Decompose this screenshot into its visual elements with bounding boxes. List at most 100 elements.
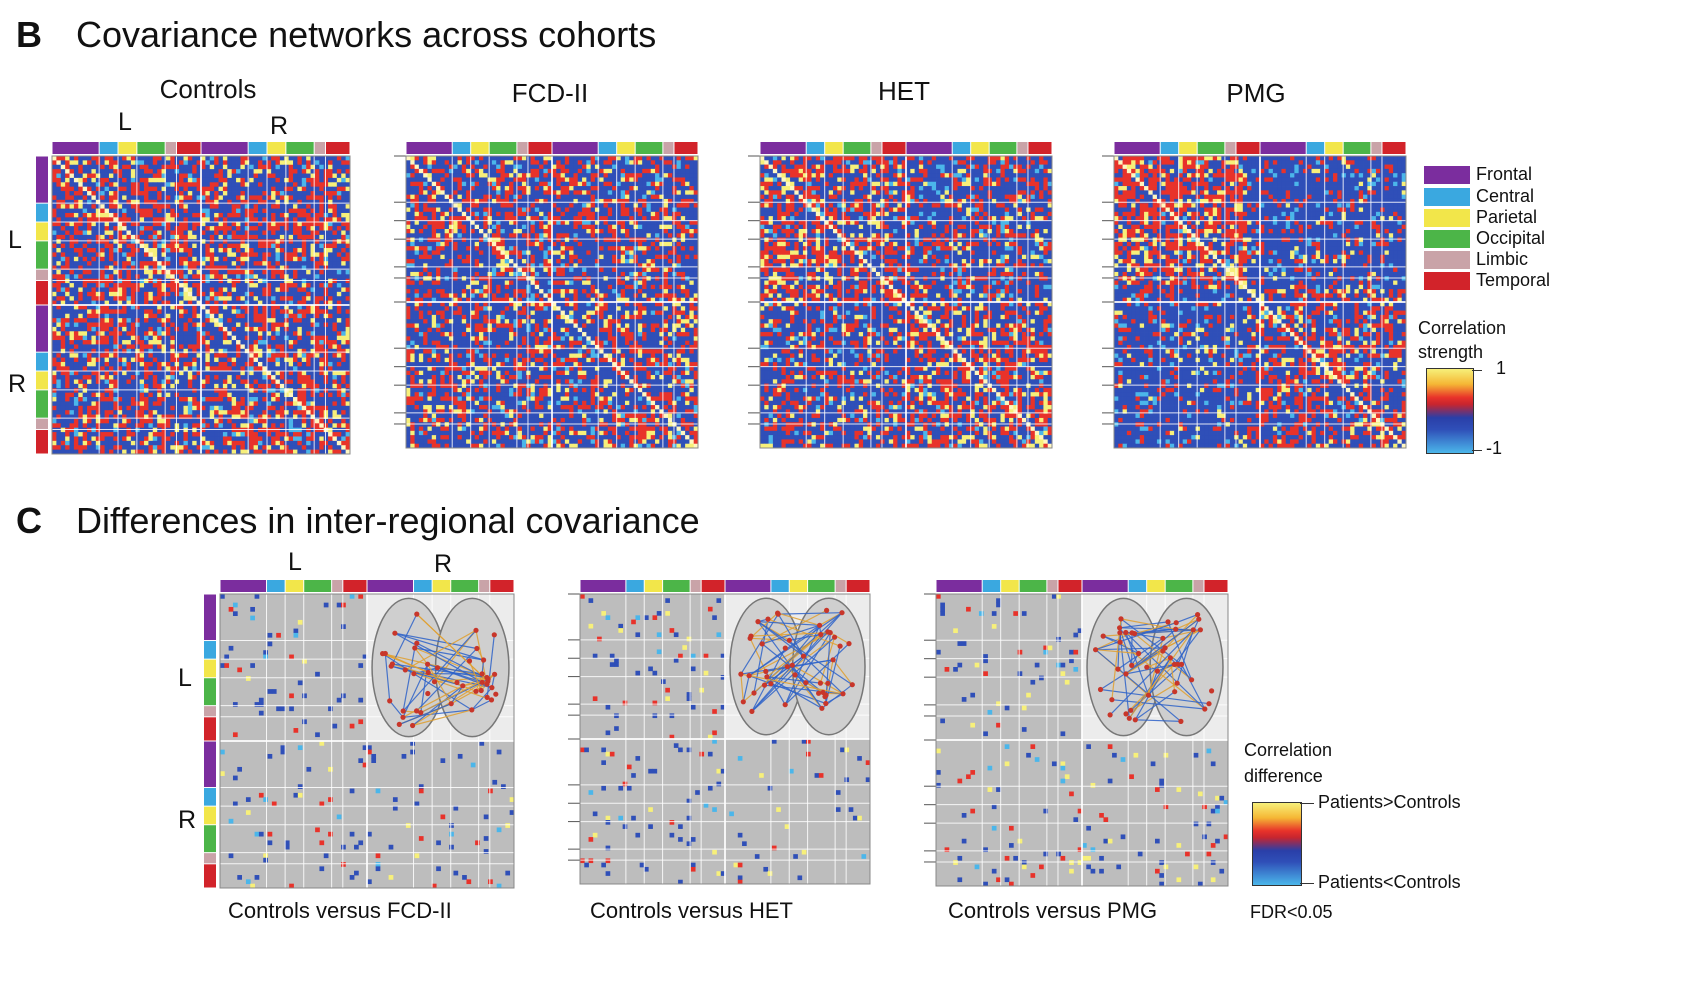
matrix-cell xyxy=(82,274,88,280)
matrix-cell xyxy=(603,160,609,165)
matrix-cell xyxy=(69,401,75,407)
matrix-cell xyxy=(152,221,158,227)
matrix-cell xyxy=(78,204,84,209)
matrix-cell xyxy=(100,287,105,293)
matrix-cell xyxy=(179,182,184,188)
matrix-cell xyxy=(448,156,454,161)
matrix-cell xyxy=(236,300,241,306)
matrix-cell xyxy=(227,348,233,354)
matrix-cell xyxy=(108,230,114,236)
matrix-cell xyxy=(222,234,228,240)
matrix-cell xyxy=(152,410,158,415)
matrix-cell xyxy=(117,418,123,424)
matrix-cell xyxy=(336,392,342,398)
matrix-cell xyxy=(95,217,101,223)
matrix-cell xyxy=(69,243,75,249)
matrix-cell xyxy=(227,274,233,280)
matrix-cell xyxy=(257,375,263,380)
matrix-cell xyxy=(582,168,587,174)
matrix-cell xyxy=(275,256,281,262)
matrix-cell xyxy=(201,160,206,166)
matrix-cell xyxy=(319,296,325,302)
matrix-cell xyxy=(126,208,132,214)
matrix-cell xyxy=(227,199,233,205)
matrix-cell xyxy=(323,212,329,218)
matrix-cell xyxy=(231,401,237,407)
matrix-cell xyxy=(214,388,219,394)
matrix-cell xyxy=(139,173,145,179)
matrix-cell xyxy=(288,164,294,170)
matrix-cell xyxy=(310,449,316,455)
matrix-cell xyxy=(483,164,488,170)
matrix-cell xyxy=(341,234,347,240)
matrix-cell xyxy=(78,291,84,297)
matrix-cell xyxy=(117,331,123,337)
matrix-cell xyxy=(56,177,62,183)
matrix-cell xyxy=(65,239,70,245)
matrix-cell xyxy=(314,318,320,323)
matrix-cell xyxy=(257,283,263,288)
matrix-cell xyxy=(517,168,523,174)
matrix-cell xyxy=(633,156,639,161)
lobe-bar-top xyxy=(325,142,350,154)
matrix-cell xyxy=(319,283,325,288)
matrix-cell xyxy=(192,445,198,451)
matrix-cell xyxy=(279,164,285,170)
matrix-cell xyxy=(301,366,307,372)
matrix-cell xyxy=(301,397,307,402)
matrix-cell xyxy=(257,357,263,363)
matrix-cell xyxy=(122,226,127,231)
matrix-cell xyxy=(271,418,276,424)
matrix-cell xyxy=(257,344,263,350)
matrix-cell xyxy=(65,436,70,442)
matrix-cell xyxy=(279,287,285,293)
matrix-cell xyxy=(183,243,189,249)
matrix-cell xyxy=(144,410,149,415)
matrix-cell xyxy=(244,296,250,302)
matrix-cell xyxy=(249,160,254,166)
matrix-cell xyxy=(222,243,228,249)
matrix-cell xyxy=(244,256,250,262)
matrix-cell xyxy=(271,388,276,394)
matrix-cell xyxy=(236,186,241,192)
matrix-cell xyxy=(336,432,342,437)
matrix-cell xyxy=(95,414,101,420)
matrix-cell xyxy=(284,414,290,420)
matrix-cell xyxy=(279,392,285,398)
matrix-cell xyxy=(306,164,311,170)
matrix-cell xyxy=(244,274,250,280)
matrix-cell xyxy=(56,208,62,214)
matrix-cell xyxy=(336,283,342,288)
matrix-cell xyxy=(165,445,171,451)
matrix-cell xyxy=(262,177,268,183)
matrix-cell xyxy=(227,388,233,394)
matrix-cell xyxy=(161,418,167,424)
matrix-cell xyxy=(209,177,215,183)
matrix-cell xyxy=(144,348,149,354)
matrix-cell xyxy=(122,432,127,437)
matrix-cell xyxy=(244,186,250,192)
matrix-cell xyxy=(78,239,84,245)
matrix-cell xyxy=(240,269,246,275)
matrix-cell xyxy=(214,243,219,249)
matrix-cell xyxy=(87,243,92,249)
matrix-cell xyxy=(249,269,254,275)
matrix-cell xyxy=(130,182,136,188)
matrix-cell xyxy=(157,423,162,429)
matrix-cell xyxy=(659,164,665,170)
matrix-cell xyxy=(205,239,211,245)
matrix-cell xyxy=(341,432,347,437)
matrix-cell xyxy=(91,344,97,350)
matrix-cell xyxy=(534,173,540,178)
matrix-cell xyxy=(205,212,211,218)
matrix-cell xyxy=(117,265,123,271)
matrix-cell xyxy=(196,313,202,319)
matrix-cell xyxy=(179,397,184,402)
matrix-cell xyxy=(152,322,158,328)
matrix-cell xyxy=(144,366,149,372)
matrix-cell xyxy=(266,331,272,337)
matrix-cell xyxy=(139,326,145,332)
matrix-cell xyxy=(306,208,311,214)
matrix-cell xyxy=(152,353,158,358)
matrix-cell xyxy=(95,344,101,350)
